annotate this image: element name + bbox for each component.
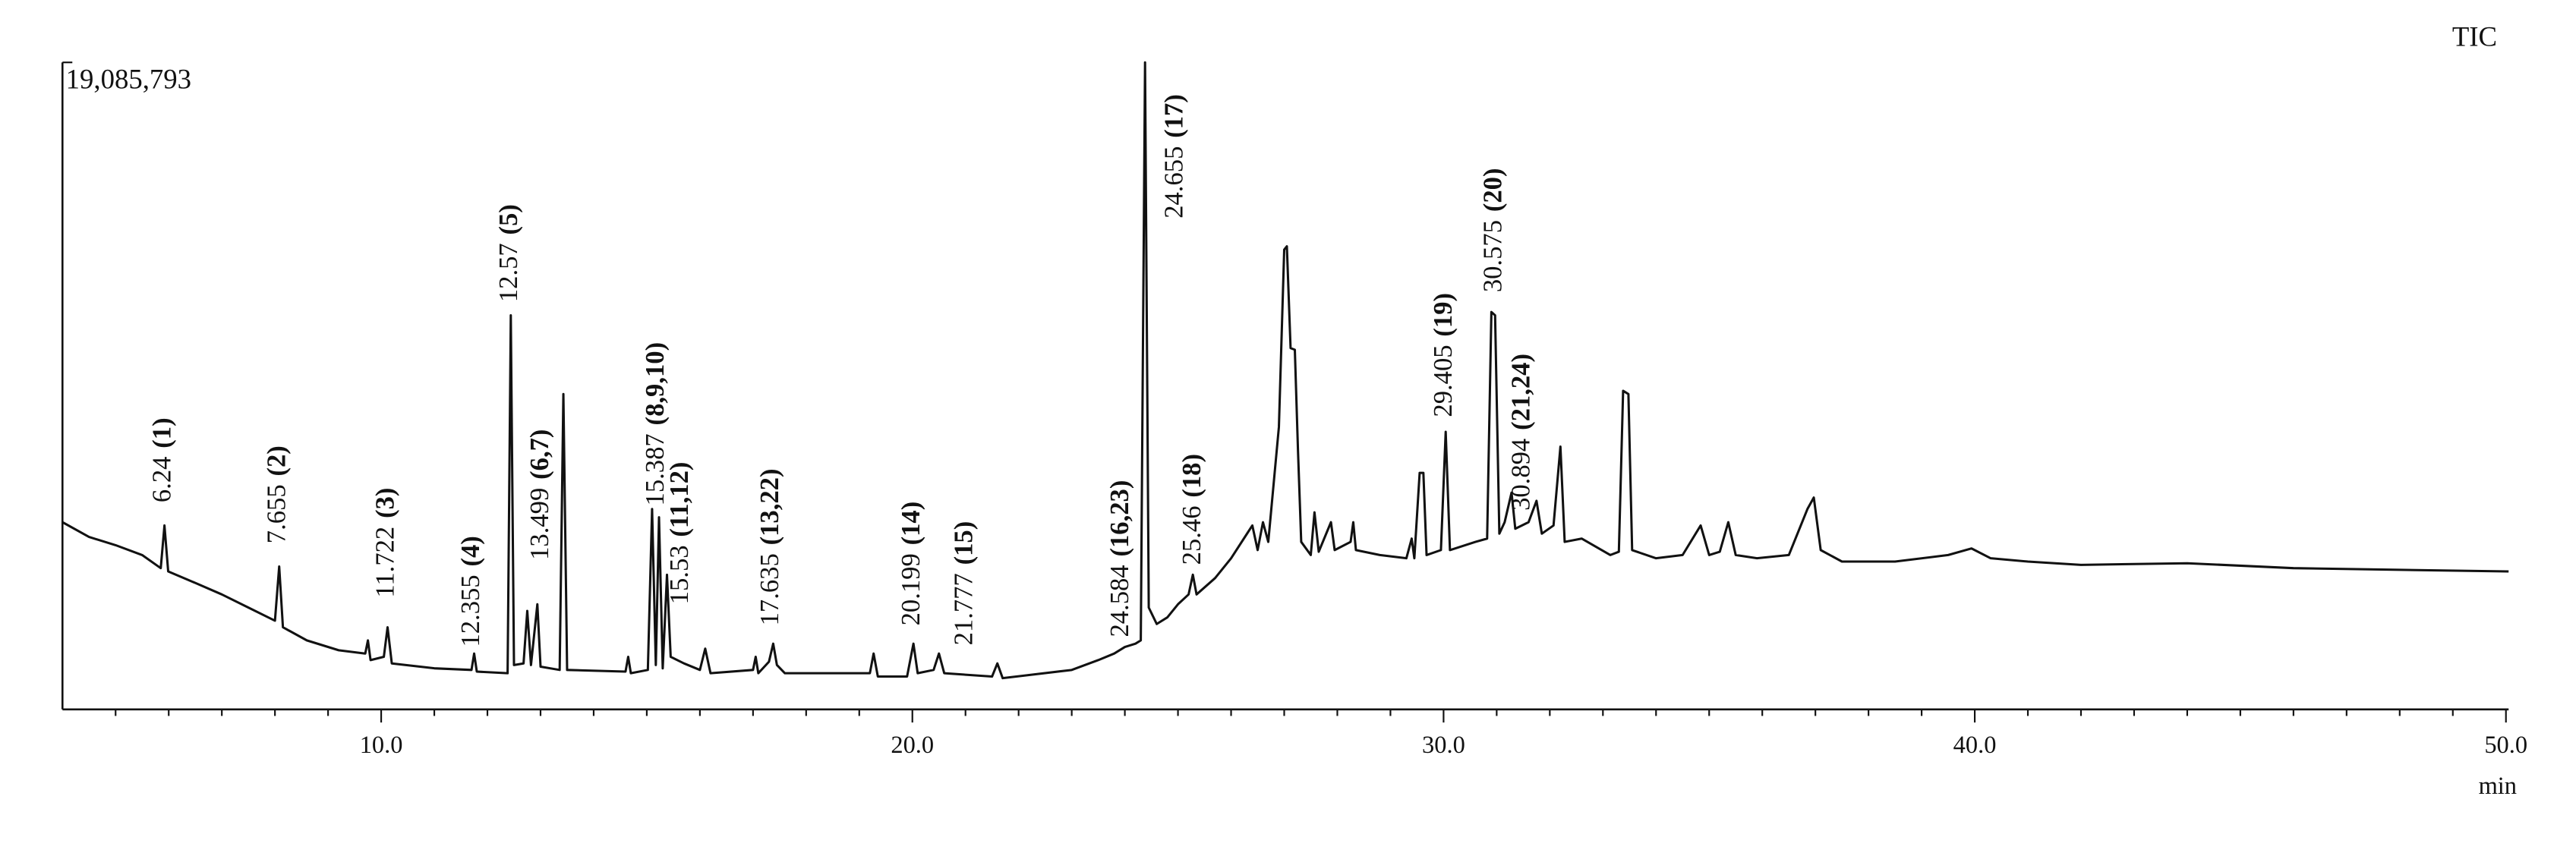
peak-ids: (5) xyxy=(494,204,523,234)
x-tick-label: 10.0 xyxy=(360,732,403,759)
peak-annotation: 30.575 (20) xyxy=(1478,168,1507,292)
peak-time: 30.575 xyxy=(1478,220,1507,292)
peak-ids: (1) xyxy=(148,417,177,448)
x-tick-label: 50.0 xyxy=(2484,732,2527,759)
peak-time: 13.499 xyxy=(525,488,554,560)
peak-time: 21.777 xyxy=(949,573,978,645)
peak-ids: (13,22) xyxy=(755,468,784,545)
peak-ids: (3) xyxy=(370,488,399,518)
y-tick-label: 19,085,793 xyxy=(66,64,191,95)
peak-ids: (2) xyxy=(263,445,292,476)
peak-time: 20.199 xyxy=(897,553,925,625)
peak-time: 15.53 xyxy=(665,545,694,604)
peak-ids: (20) xyxy=(1478,168,1507,212)
x-axis-label: min xyxy=(2479,773,2517,800)
peak-ids: (8,9,10) xyxy=(641,342,670,426)
peak-ids: (4) xyxy=(456,536,485,566)
peak-annotation: 29.405 (19) xyxy=(1429,293,1458,417)
peak-annotation: 13.499 (6,7) xyxy=(525,430,554,560)
peak-ids: (17) xyxy=(1159,94,1188,138)
peak-ids: (19) xyxy=(1429,293,1458,337)
peak-ids: (11,12) xyxy=(665,462,694,537)
peak-time: 25.46 xyxy=(1178,505,1206,565)
peak-ids: (21,24) xyxy=(1506,354,1535,430)
peak-ids: (14) xyxy=(897,502,925,546)
peak-time: 17.635 xyxy=(755,553,784,625)
peak-annotation: 7.655 (2) xyxy=(263,445,292,543)
peak-annotation: 11.722 (3) xyxy=(370,488,399,598)
peak-annotation: 12.57 (5) xyxy=(494,204,523,302)
peak-time: 24.655 xyxy=(1159,146,1188,219)
peak-annotation: 15.53 (11,12) xyxy=(665,462,694,605)
peak-time: 24.584 xyxy=(1105,565,1134,637)
peak-time: 7.655 xyxy=(263,484,292,543)
peak-time: 12.57 xyxy=(494,243,523,302)
peak-annotation: 20.199 (14) xyxy=(897,502,925,626)
x-tick-label: 40.0 xyxy=(1953,732,1997,759)
peak-ids: (15) xyxy=(949,521,978,565)
tic-trace xyxy=(61,61,2509,680)
peak-annotation: 17.635 (13,22) xyxy=(755,468,784,625)
peak-ids: (16,23) xyxy=(1105,480,1134,557)
peak-time: 11.722 xyxy=(370,527,399,598)
peak-annotation: 6.24 (1) xyxy=(148,417,177,502)
peak-time: 12.355 xyxy=(456,574,485,647)
peak-time: 6.24 xyxy=(148,457,177,503)
peak-ids: (6,7) xyxy=(525,430,554,480)
peak-annotation: 21.777 (15) xyxy=(949,521,978,646)
peak-annotation: 15.387 (8,9,10) xyxy=(641,342,670,506)
peak-annotation: 24.584 (16,23) xyxy=(1105,480,1134,637)
x-tick-label: 30.0 xyxy=(1422,732,1465,759)
peak-time: 15.387 xyxy=(641,433,670,505)
peak-annotation: 12.355 (4) xyxy=(456,536,485,647)
trace-label: TIC xyxy=(2452,20,2497,52)
peak-time: 30.894 xyxy=(1506,439,1535,511)
peak-annotation: 24.655 (17) xyxy=(1159,94,1188,219)
peak-annotation: 30.894 (21,24) xyxy=(1506,354,1535,511)
peak-time: 29.405 xyxy=(1429,345,1458,417)
x-tick-label: 20.0 xyxy=(891,732,934,759)
peak-annotation: 25.46 (18) xyxy=(1178,454,1206,565)
peak-ids: (18) xyxy=(1178,454,1206,498)
